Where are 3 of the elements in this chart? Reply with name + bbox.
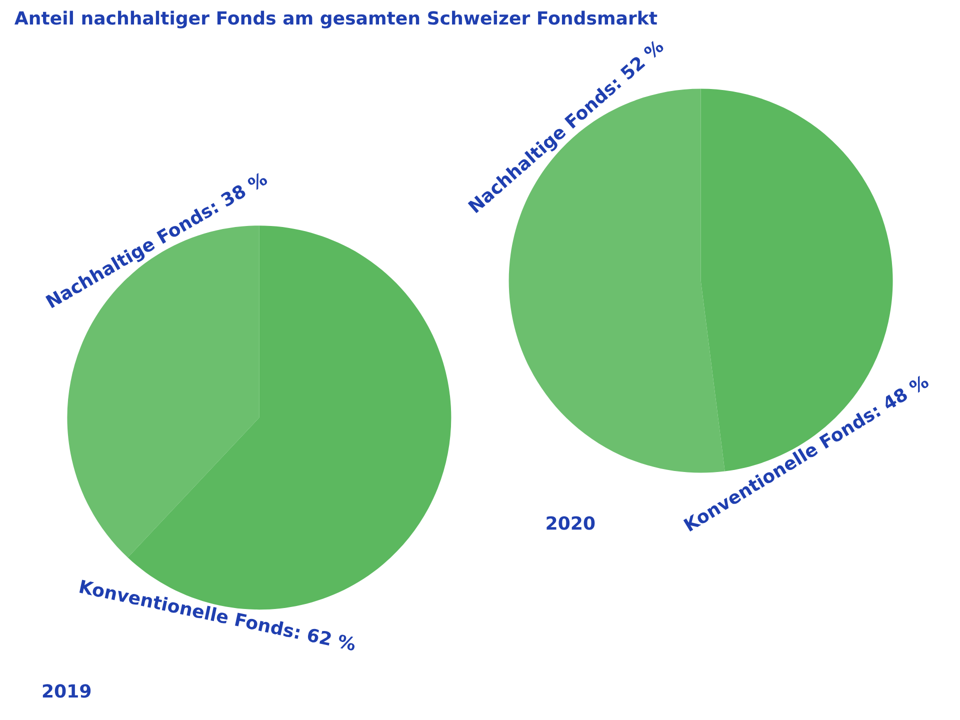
text: 2020 — [546, 516, 595, 530]
text: Anteil nachhaltiger Fonds am gesamten Schweizer Fondsmarkt — [14, 10, 658, 28]
text: 2019 — [42, 684, 91, 698]
